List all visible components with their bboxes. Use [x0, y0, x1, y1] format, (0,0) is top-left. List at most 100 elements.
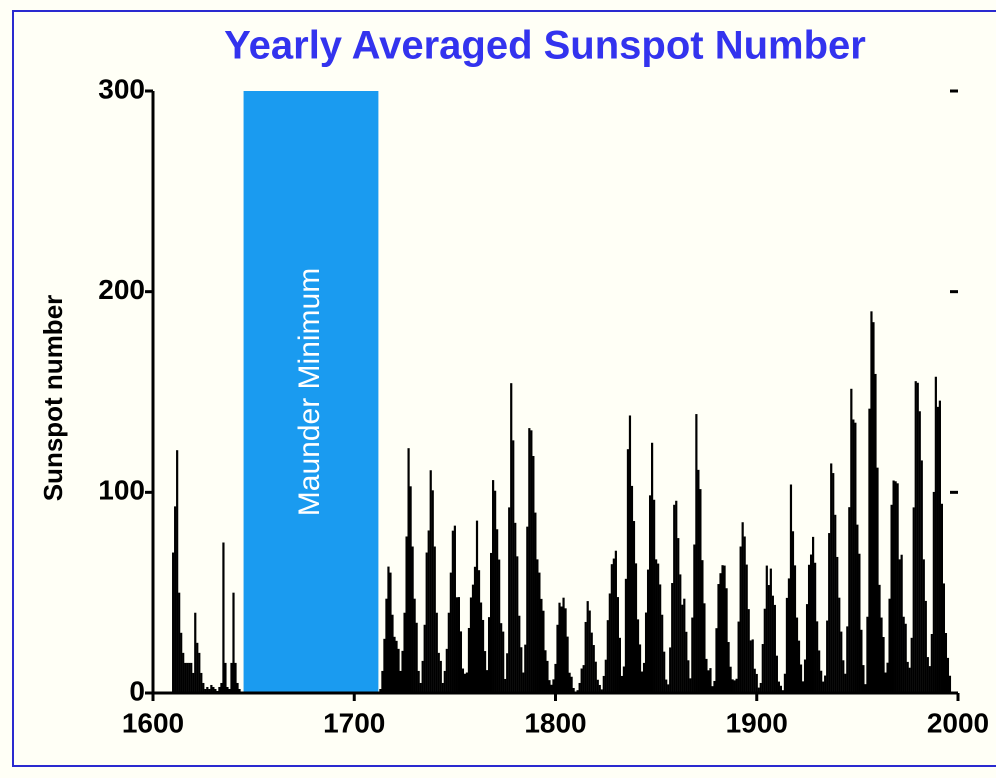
bar	[188, 662, 191, 693]
bar	[655, 559, 658, 693]
bar	[880, 617, 883, 693]
bar	[620, 675, 624, 693]
bar	[445, 648, 448, 693]
bar	[783, 673, 787, 693]
bar	[916, 382, 919, 693]
bar	[727, 642, 730, 693]
bar	[498, 559, 501, 693]
bar	[439, 660, 442, 693]
x-tick-label: 1900	[726, 707, 788, 738]
bar	[679, 574, 682, 693]
bar	[453, 525, 456, 693]
bar	[407, 448, 410, 693]
bar	[634, 563, 638, 693]
bar	[616, 597, 619, 693]
bar	[630, 485, 634, 693]
bar	[228, 688, 231, 693]
bar	[906, 661, 909, 693]
bar	[787, 578, 791, 693]
bar	[638, 644, 642, 693]
bar	[401, 650, 404, 693]
bar	[822, 681, 825, 693]
bar	[582, 665, 585, 693]
bar	[530, 430, 533, 693]
bar	[471, 584, 475, 693]
bar	[677, 538, 680, 693]
bar	[230, 662, 233, 693]
bar	[419, 682, 422, 693]
bar	[918, 411, 921, 693]
bar	[409, 486, 412, 693]
bar	[564, 608, 567, 693]
bar	[433, 546, 436, 693]
bar	[761, 644, 764, 693]
x-tick-label: 2000	[927, 707, 989, 738]
bar	[876, 467, 879, 693]
bar	[844, 673, 847, 693]
bar	[598, 684, 601, 693]
bar	[648, 495, 652, 693]
bar	[184, 662, 187, 693]
x-tick-label: 1700	[323, 707, 385, 738]
bar	[570, 676, 573, 693]
bar	[455, 597, 458, 693]
bar	[771, 595, 774, 693]
bar	[707, 670, 710, 693]
bar	[510, 383, 513, 693]
bar	[667, 684, 670, 693]
bar	[435, 612, 438, 693]
bar	[596, 679, 599, 693]
bar	[636, 619, 640, 693]
bar	[590, 632, 593, 693]
bar	[699, 489, 702, 693]
bar	[763, 608, 766, 693]
bar	[614, 550, 617, 693]
bar	[479, 602, 483, 693]
bar	[659, 584, 662, 693]
bar	[731, 679, 734, 693]
bar	[671, 583, 674, 693]
bar	[944, 633, 948, 693]
bar	[866, 616, 869, 693]
bar	[451, 530, 454, 693]
bar	[546, 660, 549, 693]
bar	[622, 666, 626, 693]
bar	[397, 648, 400, 693]
bar	[606, 620, 609, 693]
x-tick-label: 1800	[524, 707, 586, 738]
bar	[506, 653, 509, 693]
bar	[683, 598, 686, 693]
bar	[747, 609, 750, 693]
bar	[172, 552, 175, 693]
bar	[626, 449, 630, 693]
bar	[532, 456, 535, 693]
chart-title: Yearly Averaged Sunspot Number	[224, 24, 866, 68]
bar	[234, 662, 237, 693]
bar	[709, 668, 712, 693]
bar	[487, 617, 491, 693]
bar	[854, 422, 857, 693]
bar	[490, 552, 493, 693]
bar	[914, 381, 917, 693]
bar	[820, 670, 823, 693]
bar	[745, 564, 748, 693]
bar	[381, 670, 384, 693]
bar	[411, 546, 414, 693]
bar	[568, 672, 571, 693]
bar	[624, 578, 628, 693]
bar	[540, 598, 543, 693]
y-tick-label: 0	[129, 675, 145, 706]
bar	[799, 664, 803, 693]
bar	[749, 640, 752, 693]
bar	[793, 565, 797, 693]
bar	[492, 480, 495, 693]
bar	[910, 637, 913, 693]
bar	[554, 663, 557, 693]
bar	[192, 672, 195, 693]
bar	[210, 684, 213, 693]
bar	[465, 672, 469, 693]
bar	[578, 682, 581, 693]
bar	[785, 597, 789, 693]
bar	[640, 671, 644, 693]
bar	[483, 651, 487, 693]
